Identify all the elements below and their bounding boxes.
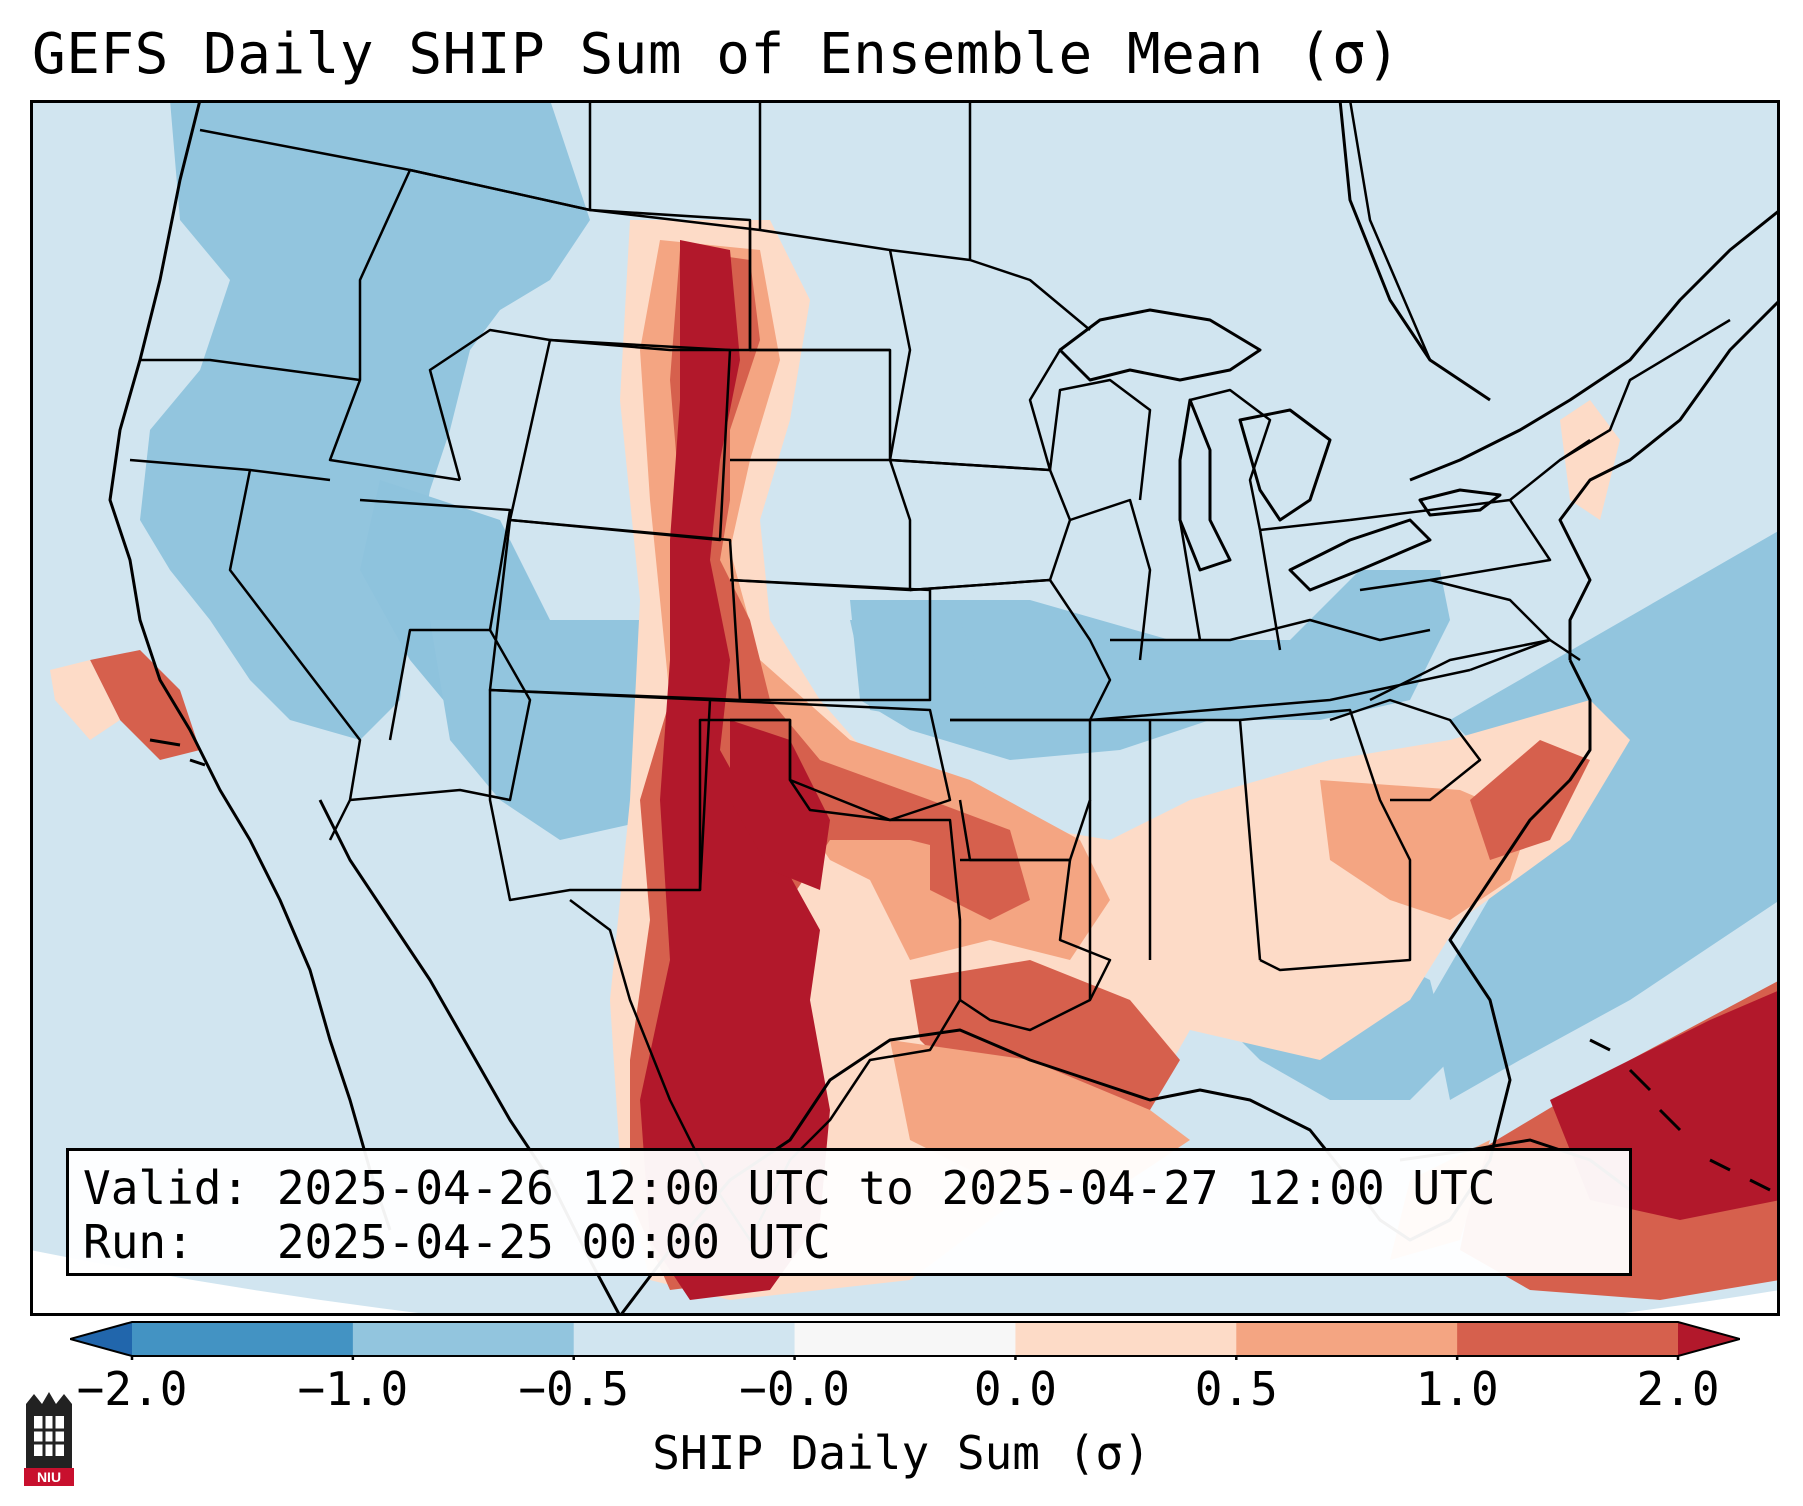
ar-border — [950, 718, 1092, 862]
tx-border — [569, 718, 962, 1242]
mississippi-valley-blue-area — [850, 570, 1450, 760]
chart-title: GEFS Daily SHIP Sum of Ensemble Mean (σ) — [32, 22, 1401, 87]
colorbar-label: SHIP Daily Sum (σ) — [652, 1426, 1151, 1480]
canada-province-lines — [588, 100, 1432, 361]
ks-border — [729, 578, 932, 702]
lake-superior — [1058, 308, 1262, 382]
ship-map — [30, 100, 1780, 1316]
canada-east-coastline — [1409, 208, 1780, 482]
sc-nc-border — [1329, 638, 1581, 802]
colorbar-tick-label: 0.0 — [973, 1362, 1057, 1416]
colorbar-tick-label: −2.0 — [76, 1362, 188, 1416]
lake-erie — [1288, 518, 1432, 592]
run-line: Run: 2025-04-25 00:00 UTC — [83, 1215, 831, 1269]
plains-light-area — [610, 220, 1630, 1300]
wi-border — [1048, 378, 1152, 501]
kansas-blue-area — [850, 620, 990, 720]
colorbar-tick-label: 2.0 — [1636, 1362, 1720, 1416]
colorbar — [70, 1321, 1740, 1360]
socal-light-area — [50, 660, 120, 740]
ga-fl-border — [1239, 708, 1412, 972]
id-border — [328, 169, 461, 482]
colorbar-bin — [1457, 1322, 1679, 1356]
colorbar-tick-label: −0.0 — [739, 1362, 850, 1416]
nv-border — [228, 469, 362, 841]
colorbar-tick-label: −1.0 — [297, 1362, 409, 1416]
positive-areas — [50, 220, 1780, 1300]
lake-huron — [1238, 408, 1332, 522]
colorbar-bin — [352, 1322, 575, 1356]
mi-border — [1189, 388, 1272, 531]
colorbar-bin — [1015, 1322, 1237, 1356]
high-plains-max-area — [640, 240, 830, 1300]
arklatex-strong-area — [930, 820, 1030, 920]
gulf-light-area — [890, 1040, 1190, 1180]
bahamas — [1589, 1038, 1771, 1192]
atlantic-coastline — [1558, 298, 1780, 660]
atlantic-blue-area — [1430, 530, 1780, 1100]
plains-medium-area — [640, 240, 1110, 960]
northeast-light-area — [1560, 400, 1620, 520]
hudson-coastline — [1338, 100, 1491, 402]
mt-border — [409, 168, 752, 481]
colorbar-bin — [70, 1322, 132, 1356]
valid-run-box: Valid: 2025-04-26 12:00 UTC to 2025-04-2… — [66, 1148, 1632, 1276]
pacific-coastline — [108, 100, 392, 1231]
tn-ky-border — [1089, 618, 1471, 722]
colorbar-bin — [573, 1322, 796, 1356]
colorbar-tick-label: 1.0 — [1415, 1362, 1499, 1416]
colorbar-bin — [1236, 1322, 1458, 1356]
colorbar-bin — [794, 1322, 1016, 1356]
valid-line: Valid: 2025-04-26 12:00 UTC to 2025-04-2… — [83, 1161, 1496, 1215]
az-border — [349, 629, 532, 802]
lake-michigan — [1178, 398, 1232, 572]
socal-area — [90, 650, 200, 760]
map-frame — [30, 100, 1780, 1316]
channel-islands — [149, 738, 206, 767]
new-england-border — [1559, 318, 1731, 462]
niu-logo: NIU — [24, 1392, 74, 1486]
northwest-blue-area — [140, 100, 590, 740]
colorbar-bin — [1678, 1322, 1740, 1356]
carolina-medium-area — [1470, 740, 1590, 860]
lower-plains-max-area — [730, 720, 830, 890]
state-borders — [129, 100, 1731, 1242]
atlantic-blue-fringe — [1630, 540, 1780, 660]
colorbar-tick-label: −0.5 — [518, 1362, 630, 1416]
colorbar-bin — [132, 1322, 354, 1356]
va-border — [1429, 578, 1552, 672]
colorbar-tick-label: 0.5 — [1194, 1362, 1278, 1416]
il-in-oh-border — [1069, 498, 1351, 661]
logo-text: NIU — [37, 1469, 61, 1485]
wa-or-border — [140, 358, 361, 382]
la-border — [959, 858, 1112, 1032]
